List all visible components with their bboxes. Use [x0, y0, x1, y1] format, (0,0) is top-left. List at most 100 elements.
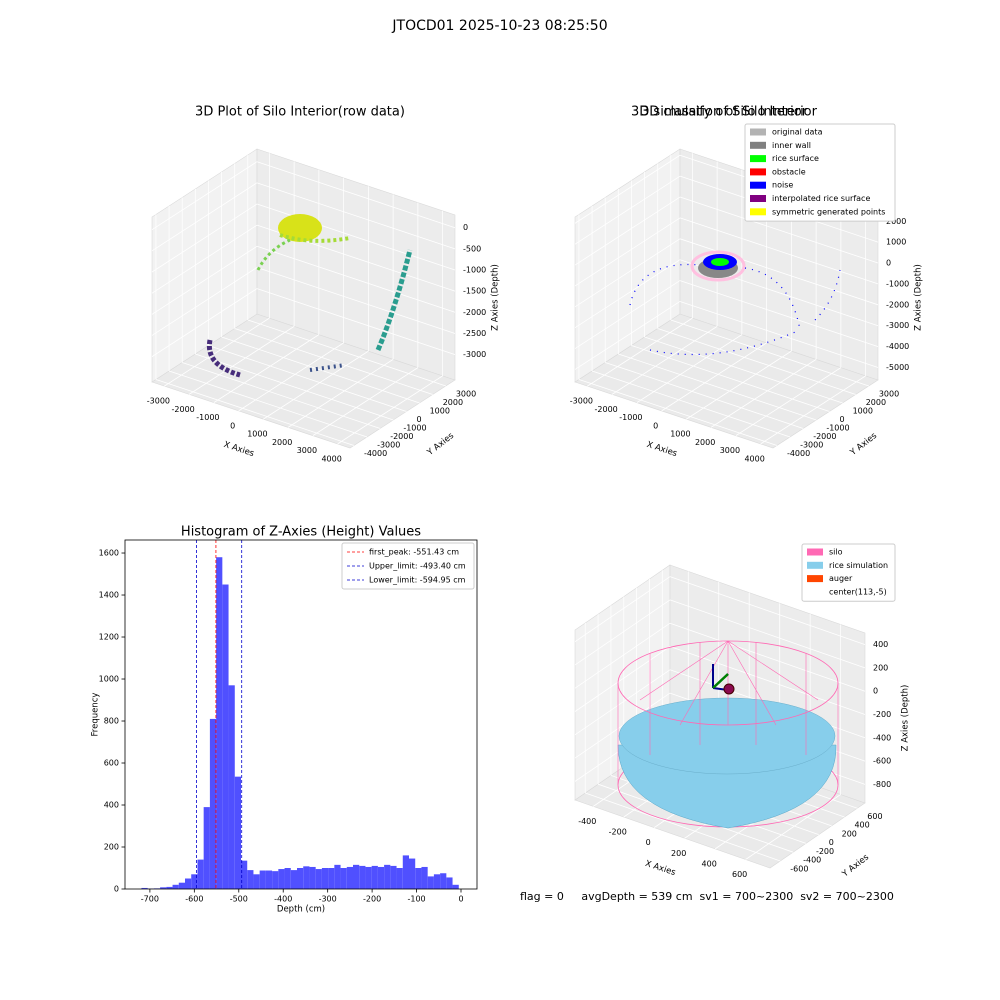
y-tick-label: 400	[104, 801, 119, 810]
grid-line	[574, 669, 671, 736]
bar	[185, 878, 192, 889]
x-tick-label: -3000	[147, 397, 170, 406]
z-tick-label: -1000	[463, 266, 486, 275]
x-tick-label: 3000	[720, 446, 740, 455]
grid-line	[669, 622, 866, 692]
grid-line	[213, 334, 320, 403]
legend-swatch	[750, 208, 766, 216]
y-tick-label: 1000	[430, 406, 450, 415]
grid-line	[611, 326, 718, 395]
bar	[334, 864, 341, 889]
x-tick-label: -200	[363, 895, 381, 904]
grid-line	[337, 375, 443, 445]
grid-line	[670, 319, 869, 387]
x-tick-label: -700	[141, 895, 159, 904]
decorations	[206, 214, 841, 829]
grid-line	[256, 245, 456, 313]
x-tick-label: 3000	[297, 446, 317, 455]
legend-label: auger	[829, 574, 853, 583]
grid-line	[151, 245, 258, 315]
y-tick-label: -3000	[800, 440, 823, 449]
x-tick-label: -300	[319, 895, 337, 904]
grid-line	[679, 301, 879, 368]
bar	[433, 874, 441, 889]
x-axis-label: Depth (cm)	[277, 905, 325, 915]
x-axis-label: X Axies	[222, 440, 255, 459]
silo-wireframe	[617, 640, 839, 785]
y-tick-label: -4000	[787, 449, 810, 458]
x-tick-label: -1000	[619, 413, 642, 422]
x-axis-label: X Axies	[645, 440, 678, 459]
grid-line	[657, 328, 856, 395]
bar	[359, 865, 366, 889]
grid-line	[661, 342, 767, 412]
grid-line	[679, 196, 879, 264]
bar	[396, 868, 403, 889]
bar	[141, 887, 148, 889]
y-tick-label: 1400	[99, 591, 119, 600]
grid-line	[155, 379, 355, 446]
grid-line	[669, 599, 866, 669]
z-tick-label: -4000	[886, 342, 909, 351]
legend-label: inner wall	[772, 141, 811, 150]
grid-line	[574, 301, 681, 370]
y-tick-label: 3000	[879, 389, 899, 398]
grid-line	[256, 161, 456, 229]
grid-line	[195, 353, 394, 421]
bar	[421, 866, 428, 889]
z-tick-label: -200	[873, 710, 891, 719]
bar	[160, 887, 167, 889]
x-tick-label: -200	[609, 828, 627, 837]
legend-label: interpolated rice surface	[772, 194, 870, 203]
legend-swatch	[750, 141, 766, 149]
z-tick-label: 0	[463, 223, 468, 232]
y-axis-label: Y Axies	[840, 852, 872, 880]
bar	[197, 859, 204, 889]
grid-line	[247, 319, 446, 387]
legend-label: rice surface	[772, 154, 819, 163]
grid-line	[574, 280, 681, 349]
z-tick-label: -600	[873, 757, 891, 766]
bar	[409, 858, 416, 889]
bar	[340, 868, 347, 889]
grid-line	[574, 599, 671, 666]
z-tick-label: -3000	[886, 321, 909, 330]
bar	[284, 868, 291, 889]
legend-label: symmetric generated points	[772, 207, 885, 216]
x-tick-label: 0	[646, 838, 651, 847]
figure-title: JTOCD01 2025-10-23 08:25:50	[391, 18, 607, 34]
grid-line	[256, 267, 456, 334]
bar	[178, 882, 185, 889]
grid-line	[578, 379, 778, 446]
legend-label: original data	[772, 128, 823, 137]
bar	[216, 557, 223, 889]
y-tick-label: -2000	[390, 432, 413, 441]
y-tick-label: 1000	[853, 406, 873, 415]
auger	[723, 683, 735, 695]
y-tick-label: -1000	[403, 423, 426, 432]
grid-line	[574, 576, 671, 642]
y-axis-label: Y Axies	[425, 431, 457, 459]
grid-line	[631, 345, 830, 412]
grid-line	[256, 288, 456, 355]
rice-surface	[618, 697, 836, 775]
bar	[209, 718, 217, 889]
grid-line	[234, 328, 433, 395]
grid-line	[591, 370, 791, 438]
z-tick-label: -2500	[463, 329, 486, 338]
x-tick-label: 0	[458, 895, 463, 904]
chart-title: 3D classify of Silo Interior	[641, 105, 808, 120]
bar	[234, 776, 241, 889]
grid-line	[287, 359, 394, 428]
grid-line	[587, 317, 693, 387]
z-tick-label: -5000	[886, 363, 909, 372]
grid-line	[585, 792, 781, 862]
bar	[321, 868, 329, 889]
y-tick-label: -4000	[364, 449, 387, 458]
legend-label: first_peak: -551.43 cm	[369, 548, 459, 557]
y-tick-label: 200	[842, 829, 857, 838]
bar	[353, 864, 360, 889]
z-tick-label: -2000	[463, 308, 486, 317]
grid-line	[221, 336, 420, 404]
